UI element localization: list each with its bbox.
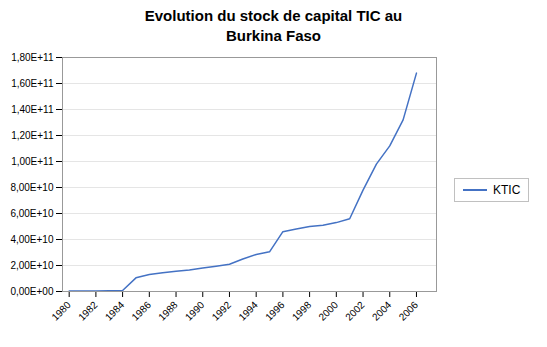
svg-text:1990: 1990 (183, 299, 207, 323)
html-text:KTIC: KTIC (493, 183, 521, 197)
svg-text:1,80E+11: 1,80E+11 (11, 52, 54, 63)
svg-text:1,20E+11: 1,20E+11 (11, 130, 54, 141)
svg-text:2002: 2002 (343, 299, 367, 323)
svg-text:1982: 1982 (76, 299, 100, 323)
svg-text:1980: 1980 (49, 299, 73, 323)
svg-text:0,00E+00: 0,00E+00 (10, 286, 54, 297)
html-text:Evolution du stock de capital: Evolution du stock de capital TIC au (144, 7, 403, 24)
svg-text:1,40E+11: 1,40E+11 (11, 104, 54, 115)
svg-text:1,60E+11: 1,60E+11 (11, 78, 54, 89)
svg-text:1996: 1996 (263, 299, 287, 323)
svg-text:1994: 1994 (236, 299, 260, 323)
svg-text:2006: 2006 (397, 299, 421, 323)
svg-text:2004: 2004 (370, 299, 394, 323)
svg-text:2000: 2000 (316, 299, 340, 323)
svg-text:1988: 1988 (156, 299, 180, 323)
svg-text:1984: 1984 (103, 299, 127, 323)
svg-text:1992: 1992 (210, 299, 234, 323)
svg-text:8,00E+10: 8,00E+10 (10, 182, 54, 193)
html-text:Burkina Faso: Burkina Faso (226, 26, 321, 44)
svg-text:4,00E+10: 4,00E+10 (10, 234, 54, 245)
svg-text:1986: 1986 (129, 299, 153, 323)
svg-text:1998: 1998 (290, 299, 314, 323)
svg-text:1,00E+11: 1,00E+11 (11, 156, 54, 167)
svg-text:6,00E+10: 6,00E+10 (10, 208, 54, 219)
svg-text:2,00E+10: 2,00E+10 (10, 260, 54, 271)
